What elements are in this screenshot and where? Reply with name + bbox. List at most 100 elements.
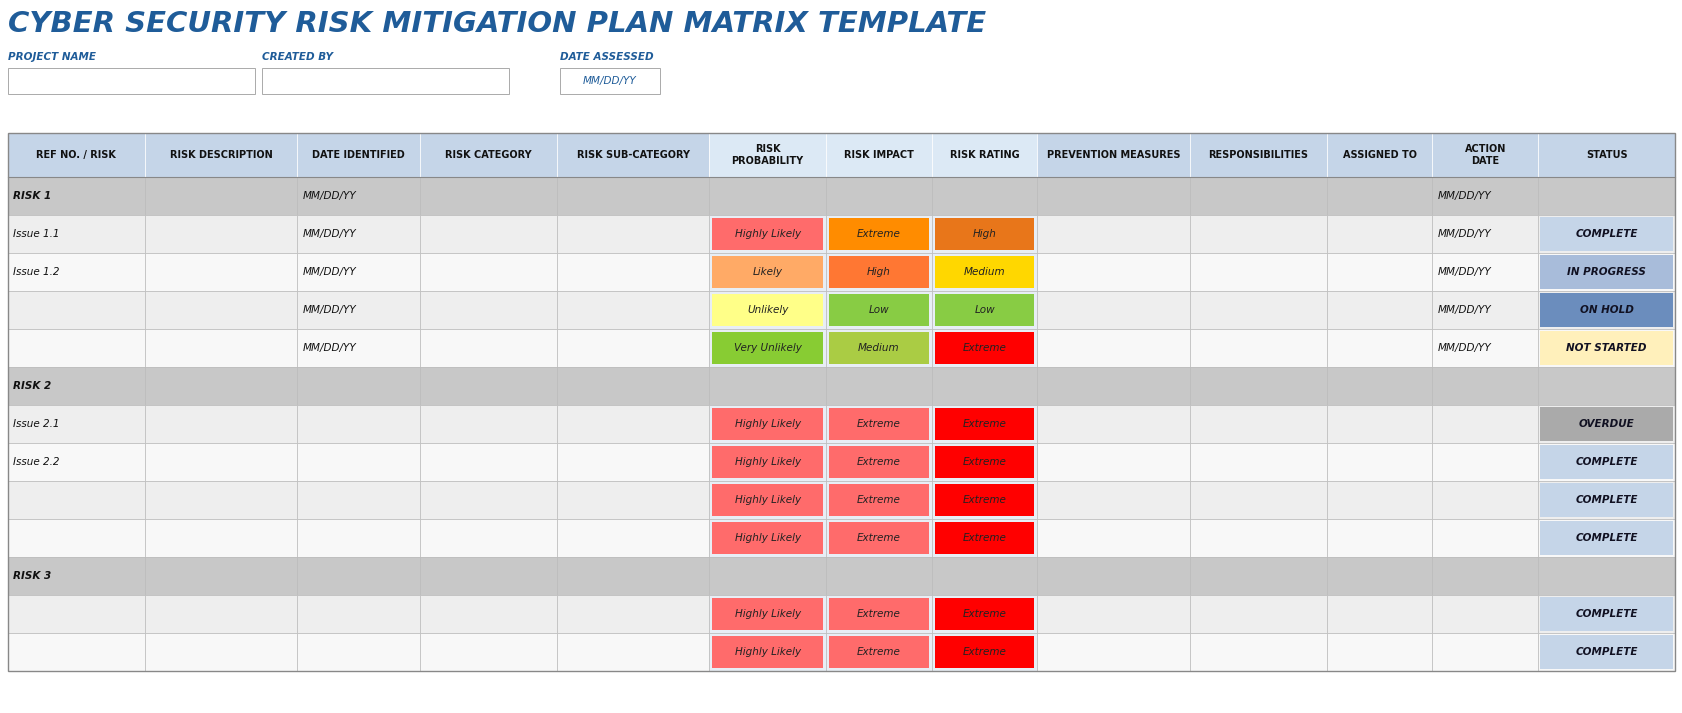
Bar [708, 633, 826, 671]
Bar [1189, 215, 1325, 253]
Bar [1036, 633, 1189, 671]
Bar [1189, 595, 1325, 633]
Bar [1036, 253, 1189, 291]
Bar [557, 133, 708, 177]
Bar [1325, 405, 1431, 443]
Bar [1539, 255, 1672, 289]
Bar [145, 519, 298, 557]
Bar [8, 68, 256, 94]
Bar [1189, 405, 1325, 443]
Bar [708, 405, 826, 443]
Bar [932, 481, 1036, 519]
Text: Extreme: Extreme [856, 647, 900, 657]
Bar [826, 481, 932, 519]
Bar [298, 329, 420, 367]
Bar [711, 446, 822, 478]
Bar [8, 367, 145, 405]
Bar [1537, 367, 1674, 405]
Bar [1537, 329, 1674, 367]
Bar [145, 405, 298, 443]
Bar [708, 367, 826, 405]
Bar [1537, 633, 1674, 671]
Text: Extreme: Extreme [856, 609, 900, 619]
Bar [932, 177, 1036, 215]
Text: REF NO. / RISK: REF NO. / RISK [37, 150, 116, 160]
Bar [1189, 253, 1325, 291]
Bar [298, 557, 420, 595]
Bar [420, 481, 557, 519]
Bar [298, 481, 420, 519]
Bar [262, 68, 508, 94]
Bar [1036, 329, 1189, 367]
Bar [1036, 133, 1189, 177]
Bar [420, 215, 557, 253]
Bar [1325, 595, 1431, 633]
Bar [708, 291, 826, 329]
Bar [1537, 253, 1674, 291]
Text: Extreme: Extreme [962, 609, 1006, 619]
Text: Extreme: Extreme [856, 533, 900, 543]
Bar [934, 598, 1034, 630]
Bar [826, 133, 932, 177]
Bar [557, 595, 708, 633]
Bar [8, 133, 1674, 671]
Text: Extreme: Extreme [962, 419, 1006, 429]
Bar [298, 443, 420, 481]
Bar [934, 408, 1034, 440]
Bar [1431, 633, 1537, 671]
Text: COMPLETE: COMPLETE [1574, 533, 1637, 543]
Bar [1036, 557, 1189, 595]
Bar [708, 177, 826, 215]
Bar [932, 405, 1036, 443]
Bar [1537, 519, 1674, 557]
Text: RISK SUB-CATEGORY: RISK SUB-CATEGORY [577, 150, 690, 160]
Bar [298, 177, 420, 215]
Bar [1539, 521, 1672, 555]
Bar [826, 595, 932, 633]
Bar [8, 215, 145, 253]
Bar [829, 408, 928, 440]
Bar [420, 443, 557, 481]
Text: DATE IDENTIFIED: DATE IDENTIFIED [313, 150, 405, 160]
Text: MM/DD/YY: MM/DD/YY [1436, 343, 1490, 353]
Text: Highly Likely: Highly Likely [733, 457, 801, 467]
Text: Highly Likely: Highly Likely [733, 533, 801, 543]
Text: Highly Likely: Highly Likely [733, 419, 801, 429]
Text: MM/DD/YY: MM/DD/YY [1436, 305, 1490, 315]
Bar [1036, 481, 1189, 519]
Text: Extreme: Extreme [856, 229, 900, 239]
Text: MM/DD/YY: MM/DD/YY [1436, 267, 1490, 277]
Bar [711, 294, 822, 326]
Bar [932, 291, 1036, 329]
Text: Extreme: Extreme [962, 495, 1006, 505]
Bar [420, 329, 557, 367]
Text: MM/DD/YY: MM/DD/YY [303, 229, 357, 239]
Text: Likely: Likely [752, 267, 782, 277]
Bar [145, 253, 298, 291]
Bar [826, 291, 932, 329]
Text: ON HOLD: ON HOLD [1579, 305, 1633, 315]
Bar [1537, 405, 1674, 443]
Bar [1325, 329, 1431, 367]
Bar [557, 405, 708, 443]
Bar [298, 405, 420, 443]
Text: MM/DD/YY: MM/DD/YY [303, 343, 357, 353]
Bar [829, 332, 928, 364]
Bar [420, 595, 557, 633]
Bar [1325, 291, 1431, 329]
Text: MM/DD/YY: MM/DD/YY [303, 191, 357, 201]
Bar [8, 291, 145, 329]
Bar [420, 519, 557, 557]
Bar [420, 253, 557, 291]
Text: Medium: Medium [964, 267, 1004, 277]
Bar [1036, 291, 1189, 329]
Bar [1325, 133, 1431, 177]
Bar [1189, 329, 1325, 367]
Bar [826, 405, 932, 443]
Bar [1431, 557, 1537, 595]
Bar [1431, 133, 1537, 177]
Bar [145, 633, 298, 671]
Bar [826, 329, 932, 367]
Bar [298, 133, 420, 177]
Bar [708, 215, 826, 253]
